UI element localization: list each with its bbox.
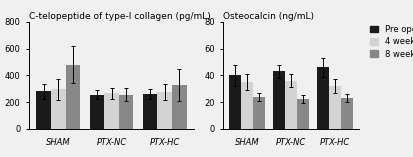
Bar [51, 89, 66, 129]
Bar [329, 86, 341, 129]
Bar [172, 85, 187, 129]
Bar [119, 95, 133, 129]
Bar [241, 82, 253, 129]
Bar [317, 67, 329, 129]
Bar [229, 75, 241, 129]
Bar [297, 99, 309, 129]
Text: Osteocalcin (ng/mL): Osteocalcin (ng/mL) [223, 12, 314, 21]
Bar [273, 71, 285, 129]
Bar [253, 97, 265, 129]
Bar [36, 91, 51, 129]
Bar [285, 81, 297, 129]
Text: C-telopeptide of type-I collagen (pg/mL): C-telopeptide of type-I collagen (pg/mL) [29, 12, 211, 21]
Legend: Pre operation, 4 weeks, 8 weeks: Pre operation, 4 weeks, 8 weeks [369, 24, 413, 59]
Bar [90, 95, 104, 129]
Bar [341, 98, 353, 129]
Bar [157, 92, 172, 129]
Bar [66, 65, 80, 129]
Bar [143, 94, 157, 129]
Bar [104, 93, 119, 129]
